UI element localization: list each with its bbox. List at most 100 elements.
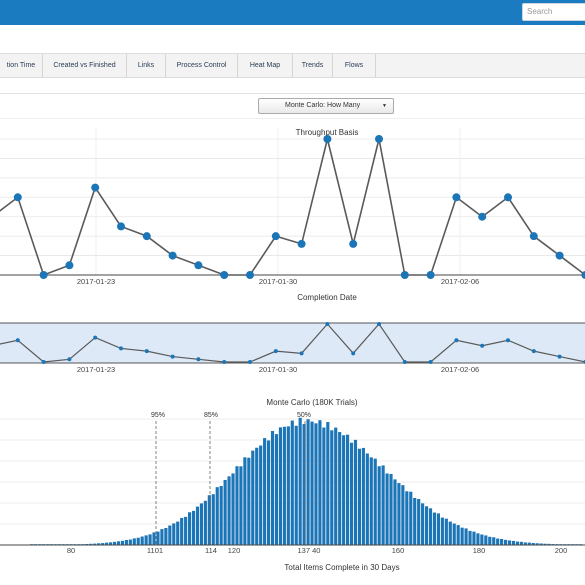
monte-carlo-x-tick-label: 200 [555,546,568,555]
throughput-data-point[interactable] [271,232,280,241]
histogram-bar [109,542,113,545]
monte-carlo-chart: Monte Carlo (180K Trials) 95% 85% 50% 80… [0,398,585,572]
report-tab-bar: tion Time Created vs Finished Links Proc… [0,53,585,78]
histogram-bar [267,440,271,545]
percentile-50-label: 50% [297,412,311,419]
histogram-bar [191,510,196,545]
histogram-bar [504,539,508,545]
histogram-bar [302,424,306,545]
throughput-data-point[interactable] [478,212,487,221]
navigator-data-point [531,349,536,354]
tab-heat-map[interactable]: Heat Map [238,54,293,77]
histogram-bar [211,494,215,545]
histogram-bar [531,543,535,545]
navigator-x-tick-label: 2017-01-23 [77,365,115,374]
options-bar [0,93,585,119]
navigator-data-point [325,322,330,326]
throughput-data-point[interactable] [117,222,125,231]
histogram-bar [215,487,219,545]
throughput-data-point[interactable] [13,193,22,202]
throughput-data-point[interactable] [529,232,538,241]
histogram-bar [286,426,290,545]
histogram-bar [227,476,231,545]
histogram-bar [172,523,176,545]
monte-carlo-x-tick-label: 114 [205,546,217,555]
throughput-data-point[interactable] [452,193,461,202]
throughput-chart: Throughput Basis 2017-01-23 2017-01-30 2… [0,128,585,302]
histogram-bar [188,512,192,545]
navigator-data-point [248,360,252,364]
throughput-data-point[interactable] [91,183,100,192]
histogram-bar [464,528,468,545]
navigator-data-point [273,349,278,354]
histogram-bar [468,530,472,545]
top-navigation-bar [0,0,585,25]
throughput-data-point[interactable] [142,232,151,241]
histogram-bar [231,473,235,545]
histogram-bar [515,541,519,545]
monte-carlo-x-tick-label: 160 [392,546,405,555]
throughput-data-point[interactable] [323,135,332,143]
histogram-bar [156,531,160,545]
histogram-bar [357,448,361,545]
navigator-data-point [377,322,381,326]
histogram-bar [318,420,322,545]
tab-process-control[interactable]: Process Control [166,54,238,77]
histogram-bar [128,539,132,545]
tab-flows[interactable]: Flows [333,54,376,77]
histogram-bar [263,438,267,545]
throughput-data-point[interactable] [220,271,229,279]
histogram-bar [160,529,164,545]
histogram-bar [349,442,354,545]
monte-carlo-x-tick-label: 1101 [147,546,163,555]
histogram-bar [93,543,97,545]
throughput-data-point[interactable] [426,271,435,279]
histogram-bar [97,543,101,545]
histogram-bar [195,506,200,545]
histogram-bar [168,525,172,545]
histogram-bar [255,447,259,545]
histogram-bar [543,543,547,545]
tab-trends[interactable]: Trends [293,54,333,77]
histogram-bar [105,542,109,545]
histogram-bar [440,517,444,545]
histogram-bar [199,503,203,545]
histogram-bar [282,426,286,545]
histogram-bar [176,521,180,545]
throughput-data-point[interactable] [194,261,203,270]
tab-cycle-time[interactable]: tion Time [0,54,43,77]
histogram-bar [330,430,334,545]
histogram-bar [259,445,263,545]
navigator-data-point [299,351,304,356]
histogram-bar [456,525,460,545]
throughput-data-point[interactable] [349,239,358,248]
histogram-bar [361,447,365,545]
tab-links[interactable]: Links [127,54,166,77]
date-range-navigator[interactable]: 2017-01-23 2017-01-30 2017-02-06 [0,322,585,374]
throughput-data-point[interactable] [168,251,177,260]
histogram-bar [140,536,144,545]
histogram-bar [428,508,433,545]
throughput-data-point[interactable] [504,193,512,202]
navigator-data-point [93,335,98,340]
navigator-data-point [557,354,562,359]
histogram-bar [342,435,346,545]
throughput-data-point[interactable] [581,271,585,279]
throughput-data-point[interactable] [375,135,383,143]
histogram-bar [270,431,275,545]
throughput-data-point[interactable] [39,271,48,279]
throughput-data-point[interactable] [297,239,306,248]
forecast-type-dropdown[interactable]: Monte Carlo: How Many ▼ [258,98,394,114]
throughput-data-point[interactable] [65,261,74,270]
histogram-bar [377,466,381,545]
throughput-data-point[interactable] [555,251,564,260]
histogram-bar [409,491,413,545]
search-input[interactable]: Search [522,3,585,21]
histogram-bar [472,531,476,545]
throughput-data-point[interactable] [400,271,409,279]
tab-created-vs-finished[interactable]: Created vs Finished [43,54,127,77]
navigator-selection-area[interactable] [0,323,585,363]
throughput-data-point[interactable] [246,271,254,279]
histogram-bar [334,427,338,545]
